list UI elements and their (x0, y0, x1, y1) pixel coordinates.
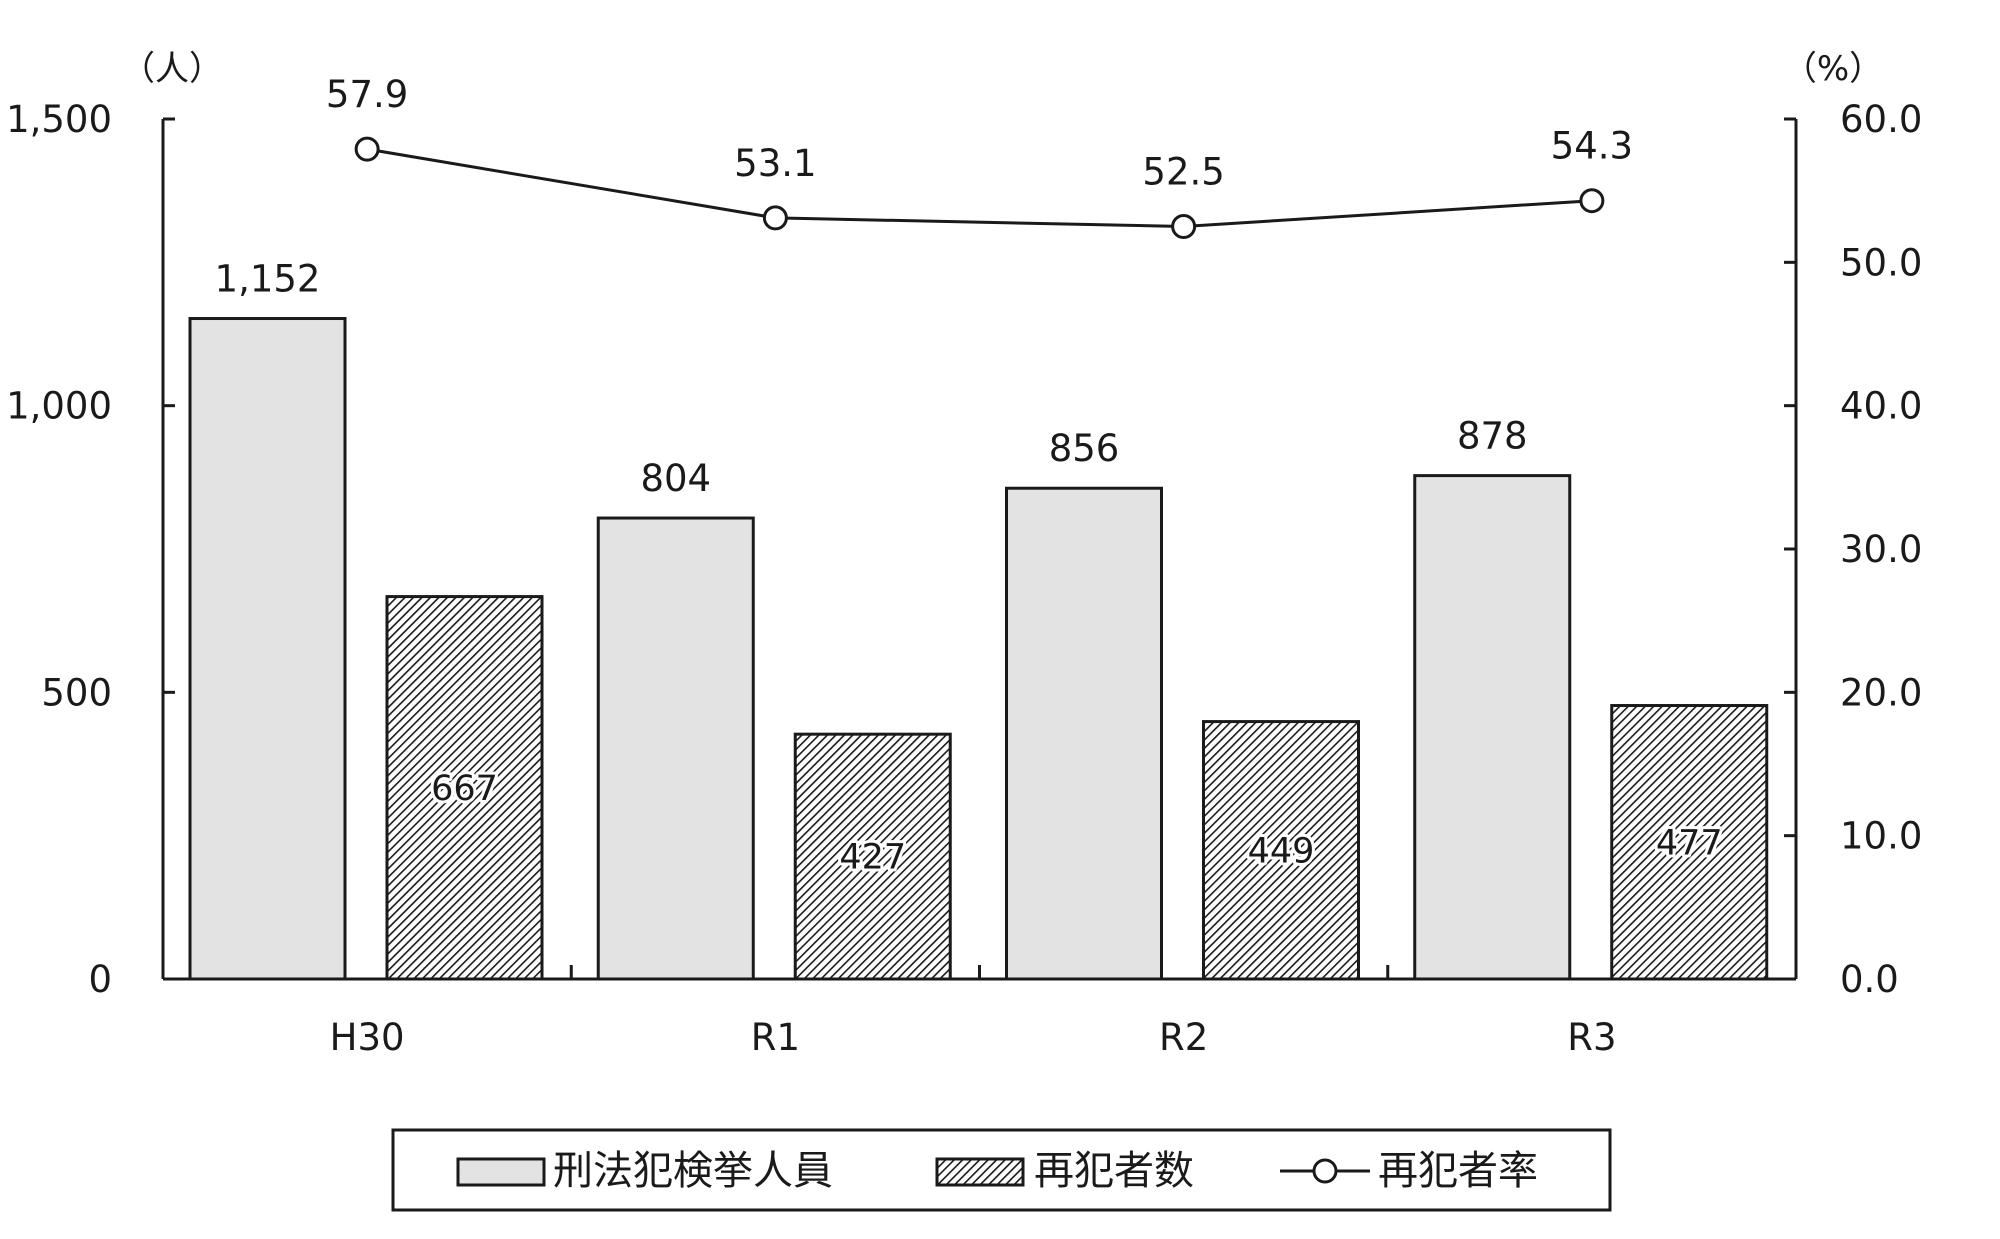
data-label-reoffenders: 477 (1656, 823, 1723, 863)
data-label-reoffense-rate: 53.1 (734, 142, 816, 185)
x-tick-label: R3 (1567, 1016, 1616, 1059)
point-reoffense-rate (762, 205, 788, 231)
y-right-tick-label: 10.0 (1840, 815, 1922, 858)
line-reoffense-rate (366, 147, 1592, 229)
bar-reoffenders (1610, 704, 1769, 981)
data-label-reoffense-rate: 52.5 (1142, 151, 1224, 194)
bar-reoffenders (793, 732, 952, 981)
bar-reoffenders (1202, 720, 1360, 981)
y-right-tick-label: 60.0 (1840, 98, 1922, 141)
legend: 刑法犯検挙人員 再犯者数 再犯者率 (391, 1128, 1612, 1212)
data-label-reoffenders: 667 (431, 769, 498, 809)
bar-layer (188, 317, 1769, 981)
bar-arrests (1413, 474, 1572, 981)
legend-label-arrests: 刑法犯検挙人員 (553, 1148, 833, 1194)
data-label-arrests: 1,152 (215, 258, 321, 301)
data-label-arrests: 804 (640, 457, 711, 500)
bar-reoffenders (385, 595, 544, 981)
data-label-reoffense-rate: 54.3 (1551, 125, 1633, 168)
y-right-tick-label: 20.0 (1840, 671, 1922, 714)
bar-arrests (1005, 486, 1163, 981)
data-labels: 1,152 667 804 427 856 449 878 477 57.9 53.1 52.5 54… (215, 73, 1726, 880)
bar-arrests (596, 516, 755, 981)
bar-arrests (188, 317, 347, 981)
data-label-reoffenders: 449 (1248, 831, 1315, 871)
x-tick-label: H30 (330, 1016, 405, 1059)
axes: 0 500 1,000 1,500 0.0 10.0 20.0 30.0 40.0 50.0 60.… (6, 49, 1922, 1059)
y-left-tick-label: 1,000 (6, 385, 112, 428)
data-label-arrests: 878 (1457, 415, 1528, 458)
y-left-unit: （人） (121, 49, 223, 89)
y-left-tick-label: 0 (88, 958, 112, 1001)
legend-label-rate: 再犯者率 (1378, 1148, 1538, 1194)
legend-marker-rate (1312, 1158, 1338, 1184)
point-reoffense-rate (1579, 188, 1605, 214)
legend-swatch-reoffenders (935, 1157, 1025, 1187)
y-left-tick-label: 500 (41, 671, 112, 714)
y-left-tick-label: 1,500 (6, 98, 112, 141)
y-right-tick-label: 30.0 (1840, 528, 1922, 571)
data-label-reoffenders: 427 (839, 838, 906, 878)
legend-swatch-arrests (456, 1157, 546, 1187)
y-right-tick-label: 50.0 (1840, 241, 1922, 284)
x-tick-label: R1 (751, 1016, 800, 1059)
x-tick-label: R2 (1159, 1016, 1208, 1059)
y-right-tick-label: 40.0 (1840, 385, 1922, 428)
point-reoffense-rate (354, 136, 380, 162)
data-label-arrests: 856 (1049, 427, 1120, 470)
y-right-unit: （%） (1783, 49, 1883, 89)
legend-label-reoffenders: 再犯者数 (1034, 1148, 1194, 1194)
data-label-reoffense-rate: 57.9 (326, 73, 408, 116)
line-layer (354, 136, 1605, 239)
point-reoffense-rate (1171, 214, 1197, 239)
y-right-tick-label: 0.0 (1840, 958, 1899, 1001)
